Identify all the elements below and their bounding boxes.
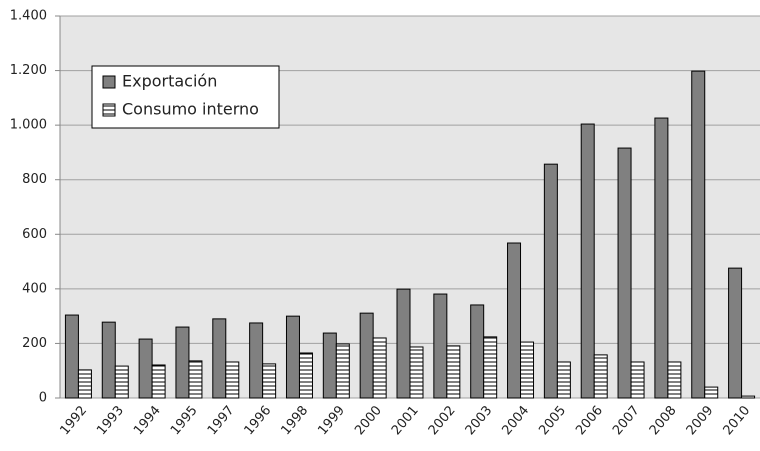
bar bbox=[617, 147, 632, 399]
bar bbox=[359, 312, 374, 399]
bar bbox=[225, 361, 240, 399]
bar bbox=[298, 352, 313, 399]
x-tick-label: 1997 bbox=[205, 403, 238, 438]
x-tick-label: 1996 bbox=[242, 403, 275, 438]
bar bbox=[483, 336, 498, 399]
legend: Exportación Consumo interno bbox=[91, 65, 280, 129]
x-tick-label: 2008 bbox=[647, 403, 680, 438]
bar bbox=[212, 318, 227, 399]
x-tick-label: 2003 bbox=[463, 403, 496, 438]
x-tick-label: 2005 bbox=[536, 403, 569, 438]
bar bbox=[446, 345, 461, 399]
legend-label: Consumo interno bbox=[122, 100, 259, 119]
bar bbox=[335, 343, 350, 399]
y-tick-label: 1.200 bbox=[10, 63, 47, 78]
bar bbox=[470, 304, 485, 399]
legend-swatch bbox=[102, 75, 116, 89]
bar bbox=[188, 360, 203, 399]
bar bbox=[396, 288, 411, 399]
bar bbox=[556, 361, 571, 399]
bar bbox=[285, 315, 300, 399]
legend-label: Exportación bbox=[122, 72, 217, 91]
bar bbox=[543, 163, 558, 399]
y-tick-label: 1.400 bbox=[10, 9, 47, 24]
x-tick-label: 2007 bbox=[610, 403, 643, 438]
bar bbox=[249, 322, 264, 399]
bar bbox=[77, 369, 92, 399]
bar bbox=[630, 361, 645, 399]
x-tick-label: 2000 bbox=[352, 403, 385, 438]
bar bbox=[262, 363, 277, 399]
x-tick-label: 1999 bbox=[315, 403, 348, 438]
x-tick-label: 2001 bbox=[389, 403, 422, 438]
y-tick-label: 400 bbox=[22, 281, 47, 296]
x-tick-label: 2006 bbox=[573, 403, 606, 438]
bar bbox=[114, 365, 129, 399]
bar bbox=[101, 321, 116, 399]
bar bbox=[372, 337, 387, 399]
x-tick-label: 2009 bbox=[684, 403, 717, 438]
bar bbox=[175, 326, 190, 399]
bar bbox=[741, 395, 756, 399]
y-tick-label: 0 bbox=[39, 391, 47, 406]
x-tick-label: 1994 bbox=[131, 403, 164, 438]
legend-box bbox=[91, 65, 280, 129]
bar bbox=[151, 364, 166, 399]
y-tick-label: 600 bbox=[22, 227, 47, 242]
bar bbox=[64, 314, 79, 399]
bar bbox=[507, 242, 522, 399]
bar bbox=[704, 386, 719, 399]
bar bbox=[728, 267, 743, 399]
bar bbox=[520, 341, 535, 399]
x-tick-label: 2010 bbox=[721, 403, 754, 438]
x-tick-label: 2002 bbox=[426, 403, 459, 438]
bar bbox=[433, 293, 448, 399]
y-tick-label: 200 bbox=[22, 336, 47, 351]
x-tick-label: 1993 bbox=[94, 403, 127, 438]
x-tick-label: 1995 bbox=[168, 403, 201, 438]
x-tick-label: 1998 bbox=[278, 403, 311, 438]
bar bbox=[409, 346, 424, 399]
bar bbox=[593, 354, 608, 399]
bar bbox=[138, 338, 153, 399]
legend-swatch bbox=[102, 103, 116, 117]
bar bbox=[580, 123, 595, 399]
bar bbox=[691, 70, 706, 399]
bar bbox=[322, 332, 337, 399]
bar bbox=[667, 361, 682, 399]
bar bbox=[654, 117, 669, 399]
x-tick-label: 1992 bbox=[57, 403, 90, 438]
x-tick-label: 2004 bbox=[500, 403, 533, 438]
y-tick-label: 1.000 bbox=[10, 118, 47, 133]
y-tick-label: 800 bbox=[22, 172, 47, 187]
